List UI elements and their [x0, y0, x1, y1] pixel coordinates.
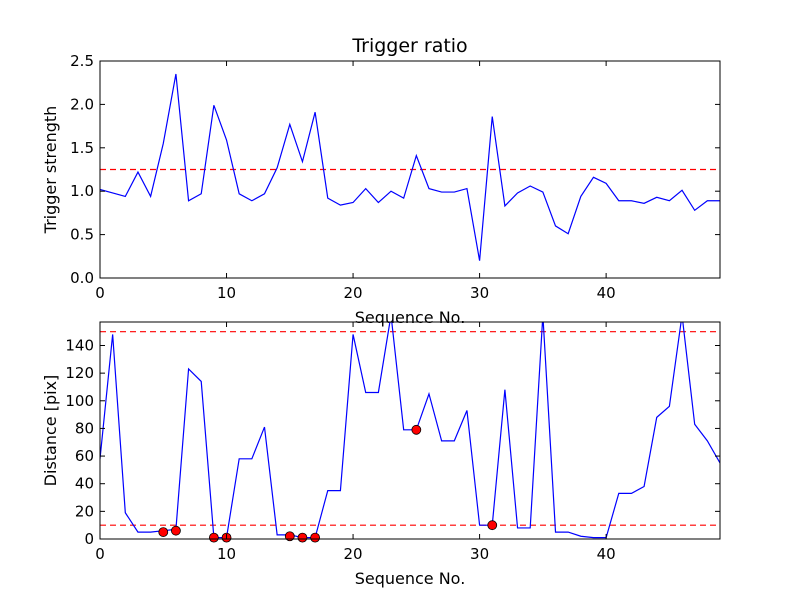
- y-tick-label: 20: [75, 502, 94, 520]
- y-tick-label: 60: [75, 447, 94, 465]
- distance-chart: 0 10 20 30 40 0 20 40 60 80 100 120 140 Sequence No. D…: [41, 321, 721, 588]
- x-tick-label: 10: [217, 284, 236, 302]
- y-axis-label: Distance [pix]: [41, 375, 60, 487]
- x-tick-label: 40: [597, 284, 616, 302]
- y-tick-label: 0.5: [70, 226, 94, 244]
- data-point-marker: [158, 527, 169, 537]
- x-tick-label: 10: [217, 545, 236, 563]
- x-tick-label: 20: [344, 545, 363, 563]
- data-point-marker: [171, 525, 181, 536]
- x-tick-label: 20: [344, 284, 363, 302]
- data-point-marker: [310, 532, 321, 543]
- plot-frame: [99, 321, 721, 540]
- y-tick-label: 140: [65, 336, 94, 354]
- x-axis-label: Sequence No.: [355, 569, 466, 588]
- x-axis-label: Sequence No.: [355, 308, 466, 327]
- y-tick-label: 1.0: [70, 182, 94, 200]
- x-tick-label: 0: [95, 284, 105, 302]
- data-point-marker: [284, 531, 295, 542]
- y-tick-label: 0: [84, 530, 94, 548]
- data-point-marker: [208, 532, 219, 543]
- trigger-ratio-chart: 0 10 20 30 40 0.0 0.5 1.0 1.5 2.0 2.5 Trigger ratio…: [41, 35, 721, 327]
- series-line: [100, 322, 720, 539]
- y-tick-label: 120: [65, 364, 94, 382]
- x-tick-label: 30: [470, 284, 489, 302]
- y-tick-label: 2.0: [70, 95, 94, 113]
- x-tick-label: 40: [597, 545, 616, 563]
- y-tick-label: 1.5: [70, 139, 94, 157]
- data-point-marker: [297, 532, 308, 543]
- y-tick-label: 80: [75, 419, 94, 437]
- y-tick-label: 100: [65, 392, 94, 410]
- x-tick-label: 0: [95, 545, 105, 563]
- data-point-marker: [487, 520, 498, 531]
- series-line: [100, 73, 720, 261]
- y-tick-label: 0.0: [70, 269, 94, 287]
- y-tick-label: 2.5: [70, 52, 94, 70]
- chart-title: Trigger ratio: [351, 35, 467, 57]
- data-point-marker: [411, 424, 422, 435]
- x-tick-label: 30: [470, 545, 489, 563]
- y-tick-label: 40: [75, 475, 94, 493]
- y-axis-label: Trigger strength: [41, 106, 60, 235]
- plot-frame: [99, 60, 721, 279]
